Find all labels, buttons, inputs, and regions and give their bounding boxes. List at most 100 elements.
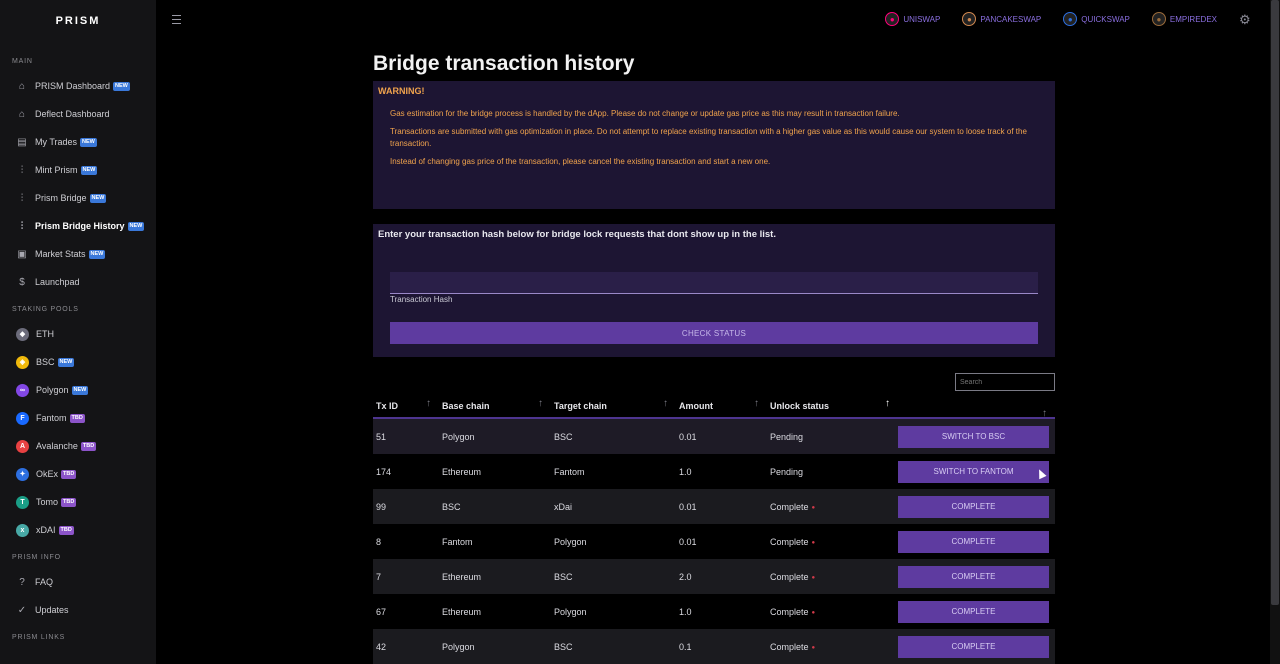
status-badge: TBD xyxy=(61,469,77,479)
cell-unlock-status: Complete ● xyxy=(770,571,816,582)
sidebar-item-faq[interactable]: ? FAQ xyxy=(0,568,156,596)
cell-target-chain: BSC xyxy=(554,431,573,442)
complete-button[interactable]: COMPLETE xyxy=(898,565,1049,588)
sidebar-item-label: My Trades xyxy=(35,137,78,147)
sidebar-item-market-stats[interactable]: ▣ Market Stats NEW xyxy=(0,240,156,268)
column-header-amount[interactable]: Amount ↑ xyxy=(679,398,759,411)
sidebar-item-prism-dashboard[interactable]: ⌂ PRISM Dashboard NEW xyxy=(0,72,156,100)
wallet-icon: ▣ xyxy=(17,248,27,260)
cell-target-chain: BSC xyxy=(554,641,573,652)
cell-target-chain: Fantom xyxy=(554,466,585,477)
sidebar-item-tomo[interactable]: T Tomo TBD xyxy=(0,488,156,516)
sort-arrow-icon[interactable]: ↑ xyxy=(538,398,543,409)
sidebar-item-label: Deflect Dashboard xyxy=(35,109,110,119)
status-badge: TBD xyxy=(61,497,77,507)
cell-amount: 0.01 xyxy=(679,431,697,442)
gear-icon[interactable]: ⚙ xyxy=(1239,11,1251,27)
column-header-tx-id[interactable]: Tx ID ↑ xyxy=(376,398,431,411)
cell-tx-id: 7 xyxy=(376,571,382,582)
cell-action: SWITCH TO BSC xyxy=(898,425,1055,448)
sidebar-item-label: BSC xyxy=(36,357,55,367)
sidebar-item-okex[interactable]: ✦ OkEx TBD xyxy=(0,460,156,488)
sidebar-item-label: Polygon xyxy=(36,385,69,395)
switch-network-button[interactable]: SWITCH TO BSC xyxy=(898,425,1049,448)
brand-logo[interactable]: PRISM xyxy=(55,15,101,27)
dex-links: ● UNISWAP ● PANCAKESWAP ● QUICKSWAP ● EMPIREDEX… xyxy=(863,12,1270,26)
scrollbar-thumb[interactable] xyxy=(1271,0,1279,605)
cell-tx-id: 174 xyxy=(376,466,392,477)
sort-arrow-icon[interactable]: ↑ xyxy=(426,398,431,409)
complete-button[interactable]: COMPLETE xyxy=(898,495,1049,518)
complete-button[interactable]: COMPLETE xyxy=(898,600,1049,623)
sidebar-item-mint-prism[interactable]: ⫶ Mint Prism NEW xyxy=(0,156,156,184)
dex-list: ● UNISWAP ● PANCAKESWAP ● QUICKSWAP ● EMPIREDEX xyxy=(863,12,1217,26)
column-header-target-chain[interactable]: Target chain ↑ xyxy=(554,398,668,411)
table-row: 8 Fantom Polygon 0.01 Complete ● COMPLETE xyxy=(373,524,1055,559)
cell-action: COMPLETE xyxy=(898,600,1055,623)
cell-target-chain: BSC xyxy=(554,571,573,582)
dex-link-uniswap[interactable]: ● UNISWAP xyxy=(885,12,940,26)
table-row: 42 Polygon BSC 0.1 Complete ● COMPLETE xyxy=(373,629,1055,664)
sort-arrow-icon[interactable]: ↑ xyxy=(663,398,668,409)
status-dot-icon: ● xyxy=(811,504,816,511)
warning-title: WARNING! xyxy=(378,86,425,96)
cell-base-chain: Ethereum xyxy=(442,606,482,617)
transaction-hash-input[interactable] xyxy=(390,272,1038,294)
status-badge: TBD xyxy=(80,441,97,451)
sort-arrow-icon[interactable]: ↑ xyxy=(754,398,759,409)
check-status-button[interactable]: CHECK STATUS xyxy=(390,322,1038,344)
main-content: Bridge transaction history WARNING! Gas … xyxy=(373,44,1055,664)
menu-toggle-icon[interactable] xyxy=(172,15,181,24)
status-badge: TBD xyxy=(69,413,85,423)
status-dot-icon: ● xyxy=(811,574,816,581)
sidebar-sections: MAIN ⌂ PRISM Dashboard NEW ⌂ Deflect Dashboar… xyxy=(0,56,156,644)
sort-arrow-icon[interactable]: ↑ xyxy=(1042,408,1047,419)
sidebar-item-label: Launchpad xyxy=(35,277,80,287)
sidebar-item-label: FAQ xyxy=(35,577,54,587)
cell-target-chain: Polygon xyxy=(554,536,587,547)
complete-button[interactable]: COMPLETE xyxy=(898,530,1049,553)
status-badge: NEW xyxy=(71,385,89,395)
sidebar-item-fantom[interactable]: F Fantom TBD xyxy=(0,404,156,432)
table-row: 51 Polygon BSC 0.01 Pending SWITCH TO BSC xyxy=(373,419,1055,454)
quickswap-icon: ● xyxy=(1063,12,1078,26)
waveform-icon: ⫶ xyxy=(20,164,24,176)
column-header-unlock-status[interactable]: Unlock status ↑ xyxy=(770,398,890,411)
sort-arrow-icon[interactable]: ↑ xyxy=(885,398,890,409)
sidebar-item-eth[interactable]: ◆ ETH xyxy=(0,320,156,348)
scrollbar-track[interactable] xyxy=(1270,0,1280,664)
dex-link-empiredex[interactable]: ● EMPIREDEX xyxy=(1151,12,1217,26)
sidebar-item-prism-bridge[interactable]: ⫶ Prism Bridge NEW xyxy=(0,184,156,212)
sidebar-item-my-trades[interactable]: ▤ My Trades NEW xyxy=(0,128,156,156)
sidebar-section-label: PRISM INFO xyxy=(12,554,61,561)
sidebar-item-label: Avalanche xyxy=(36,441,78,451)
search-input[interactable] xyxy=(955,373,1055,391)
sidebar-item-label: Updates xyxy=(35,605,69,615)
topbar: ● UNISWAP ● PANCAKESWAP ● QUICKSWAP ● EMPIREDEX… xyxy=(156,0,1270,44)
column-header-base-chain[interactable]: Base chain ↑ xyxy=(442,398,543,411)
switch-network-button[interactable]: SWITCH TO FANTOM xyxy=(898,460,1049,483)
sidebar-item-prism-bridge-history[interactable]: ⫶ Prism Bridge History NEW xyxy=(0,212,156,240)
table-row: 67 Ethereum Polygon 1.0 Complete ● COMPLETE xyxy=(373,594,1055,629)
dex-link-label: UNISWAP xyxy=(903,14,941,24)
dex-link-pancakeswap[interactable]: ● PANCAKESWAP xyxy=(962,12,1041,26)
complete-button[interactable]: COMPLETE xyxy=(898,635,1049,658)
hash-lookup-panel: Enter your transaction hash below for br… xyxy=(373,224,1055,357)
sidebar-item-launchpad[interactable]: $ Launchpad xyxy=(0,268,156,296)
sidebar-item-bsc[interactable]: ◈ BSC NEW xyxy=(0,348,156,376)
dex-link-quickswap[interactable]: ● QUICKSWAP xyxy=(1063,12,1130,26)
okex-icon: ✦ xyxy=(16,467,29,481)
hash-lookup-title: Enter your transaction hash below for br… xyxy=(378,229,776,240)
sidebar-item-xdai[interactable]: x xDAI TBD xyxy=(0,516,156,544)
sidebar-item-deflect-dashboard[interactable]: ⌂ Deflect Dashboard xyxy=(0,100,156,128)
sidebar-item-updates[interactable]: ✓ Updates xyxy=(0,596,156,624)
cell-unlock-status: Complete ● xyxy=(770,536,816,547)
xdai-icon: x xyxy=(16,523,29,537)
sidebar-item-label: OkEx xyxy=(36,469,59,479)
page-title: Bridge transaction history xyxy=(373,52,635,75)
sidebar-item-avalanche[interactable]: A Avalanche TBD xyxy=(0,432,156,460)
sidebar-item-polygon[interactable]: ∞ Polygon NEW xyxy=(0,376,156,404)
status-badge: NEW xyxy=(127,221,145,231)
tomo-icon: T xyxy=(16,495,29,509)
